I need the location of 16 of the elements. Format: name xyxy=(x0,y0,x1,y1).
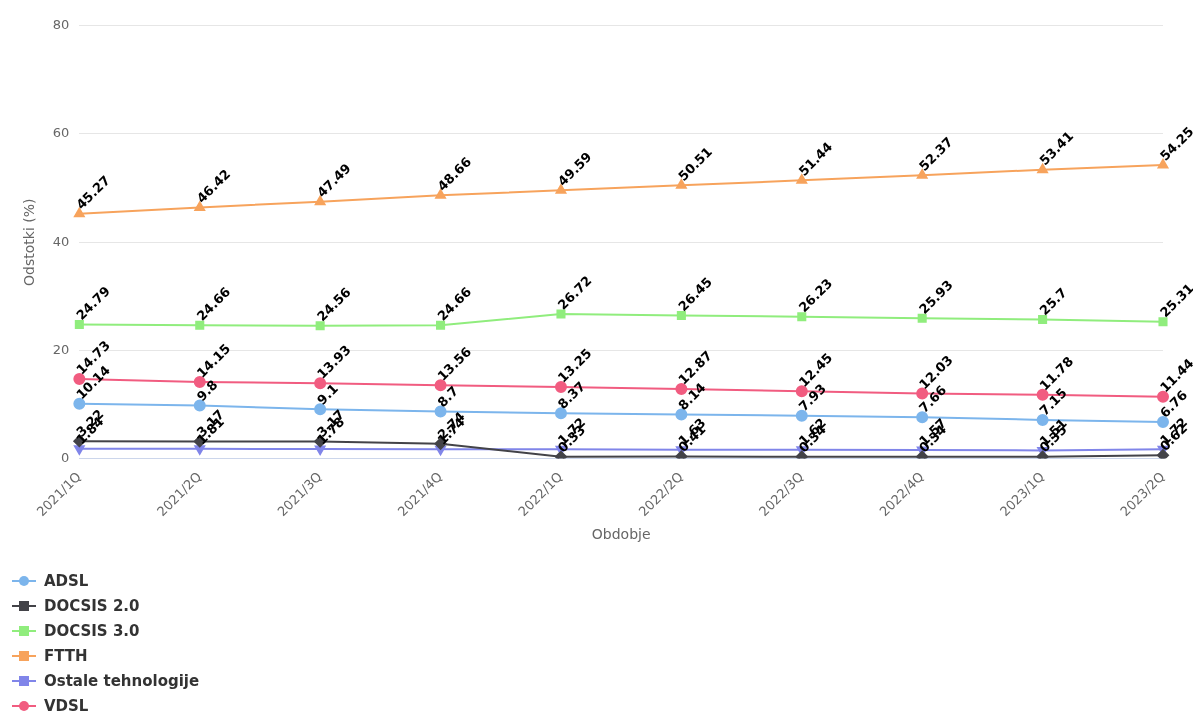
legend-label: ADSL xyxy=(44,571,89,590)
y-tick-label: 0 xyxy=(61,449,70,465)
y-tick-label: 60 xyxy=(52,125,70,141)
y-tick-label: 20 xyxy=(52,341,70,357)
y-axis-title: Odstotki (%) xyxy=(21,198,38,286)
legend-label: VDSL xyxy=(44,696,89,714)
legend-label: Ostale tehnologije xyxy=(44,671,200,690)
x-axis-title: Obdobje xyxy=(591,526,651,543)
data-label: 9.8 xyxy=(193,377,221,405)
data-label: 8.7 xyxy=(434,383,462,411)
y-tick-label: 80 xyxy=(52,17,70,33)
y-tick-label: 40 xyxy=(52,233,70,249)
legend-label: FTTH xyxy=(44,646,88,665)
legend-label: DOCSIS 2.0 xyxy=(44,596,140,615)
legend-label: DOCSIS 3.0 xyxy=(44,621,140,640)
data-label: 9.1 xyxy=(314,380,341,408)
